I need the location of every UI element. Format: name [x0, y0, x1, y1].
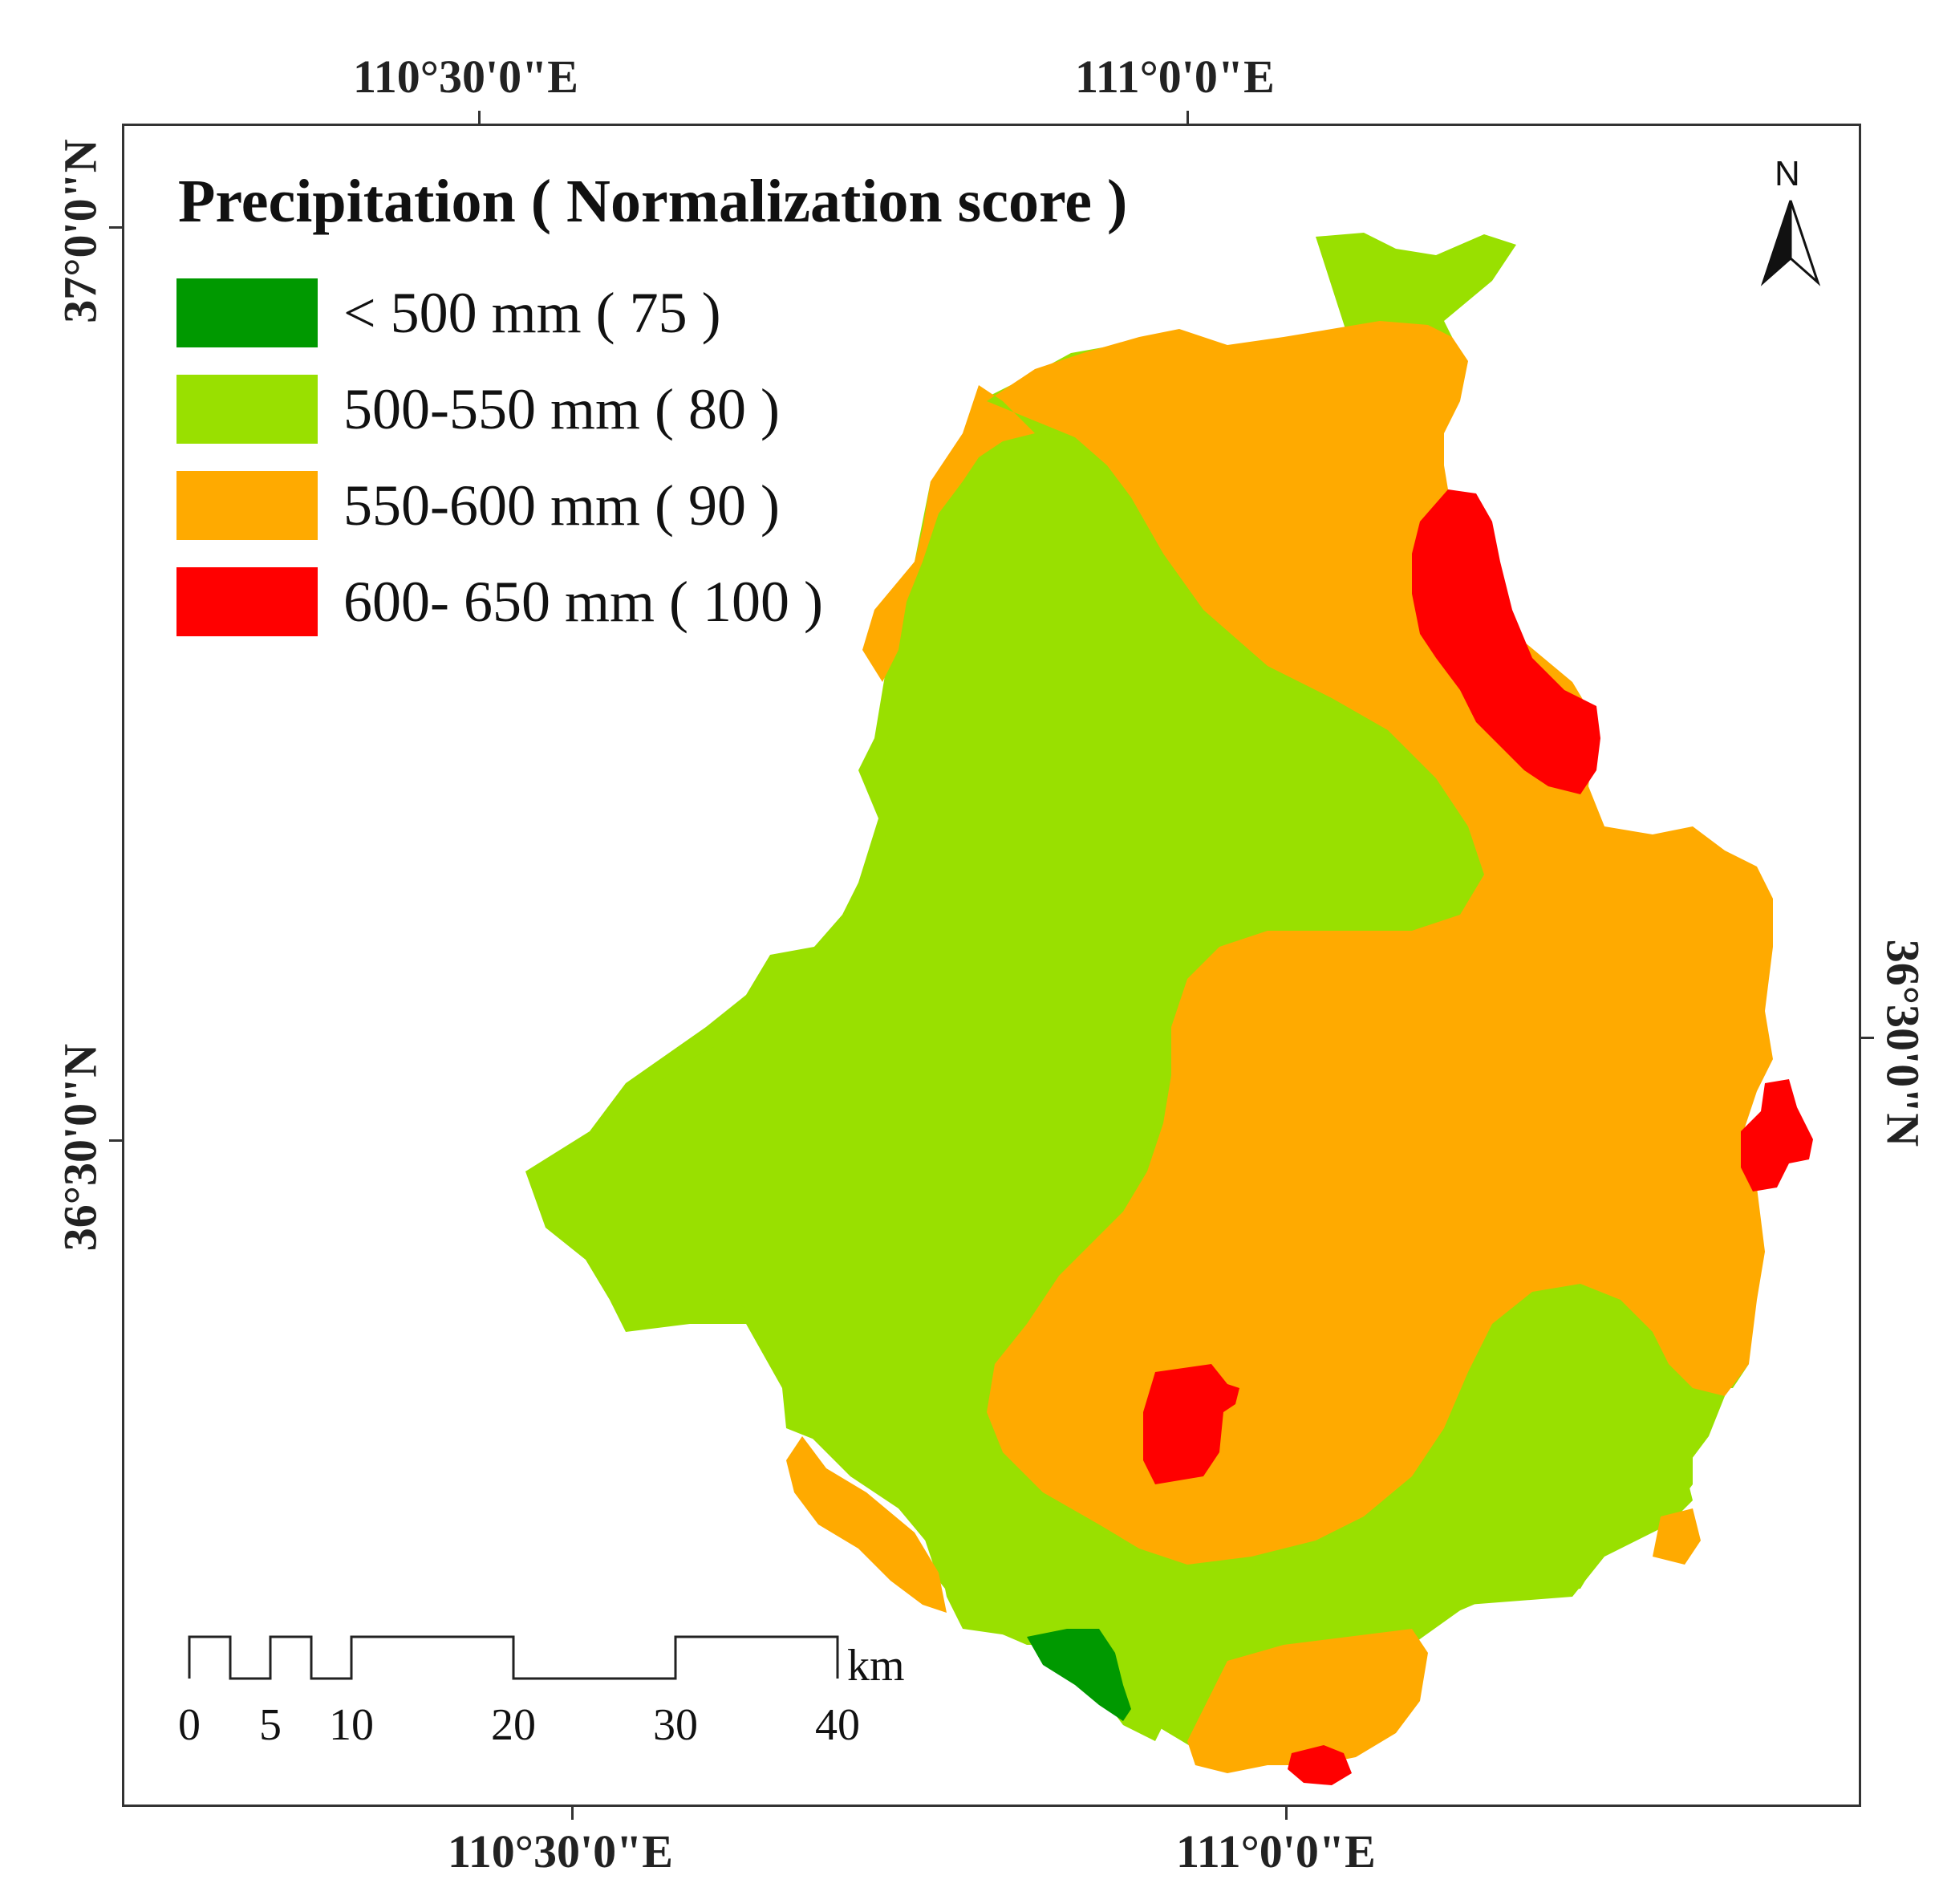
- zone-600-650-mm-east: [1741, 1079, 1813, 1192]
- scale-label-10: 10: [329, 1700, 374, 1750]
- legend-item-500-550: 500-550 mm ( 80 ): [176, 373, 780, 445]
- bottom-tick-left: [571, 1807, 574, 1820]
- north-arrow-icon: [1760, 200, 1821, 286]
- left-tick-top: [109, 226, 122, 229]
- legend-title: Precipitation ( Normalization score ): [178, 168, 1128, 235]
- legend-label: 600- 650 mm ( 100 ): [343, 569, 823, 634]
- scale-label-20: 20: [491, 1700, 536, 1750]
- legend-label: 550-600 mm ( 90 ): [343, 473, 780, 538]
- scale-bar: [188, 1635, 839, 1680]
- legend-item-under-500: < 500 mm ( 75 ): [176, 277, 721, 349]
- map-frame: [122, 124, 1861, 1807]
- top-left-longitude: 110°30'0"E: [353, 51, 578, 103]
- zone-550-600-mm-south: [1187, 1629, 1428, 1773]
- bottom-tick-right: [1285, 1807, 1288, 1820]
- zone-550-600-mm-north: [862, 321, 1773, 1565]
- legend-label: < 500 mm ( 75 ): [343, 280, 721, 345]
- legend-label: 500-550 mm ( 80 ): [343, 376, 780, 441]
- zone-550-600-mm-southwest: [786, 1436, 947, 1613]
- scale-label-40: 40: [815, 1700, 860, 1750]
- north-label: N: [1775, 154, 1800, 193]
- zone-600-650-mm-central: [1143, 1364, 1239, 1484]
- zone-500-550-mm-main: [525, 401, 1725, 1741]
- scale-label-5: 5: [259, 1700, 282, 1750]
- zone-600-650-mm-northeast: [1412, 489, 1600, 794]
- zone-600-650-mm-south: [1288, 1745, 1352, 1785]
- scale-label-0: 0: [178, 1700, 201, 1750]
- top-tick-left: [478, 111, 481, 124]
- zone-550-600-mm-east-south: [1653, 1508, 1701, 1565]
- legend-swatch: [176, 278, 318, 347]
- scale-label-30: 30: [653, 1700, 698, 1750]
- scale-unit: km: [847, 1641, 905, 1691]
- left-tick-bottom: [109, 1139, 122, 1142]
- right-tick: [1861, 1037, 1874, 1039]
- bottom-right-longitude: 111°0'0"E: [1176, 1825, 1376, 1878]
- zone-under-500-mm: [1027, 1629, 1131, 1721]
- top-right-longitude: 111°0'0"E: [1075, 51, 1275, 103]
- legend-swatch: [176, 375, 318, 444]
- legend-item-550-600: 550-600 mm ( 90 ): [176, 469, 780, 542]
- top-tick-right: [1186, 111, 1189, 124]
- legend-swatch: [176, 471, 318, 540]
- bottom-left-longitude: 110°30'0"E: [448, 1825, 673, 1878]
- legend-swatch: [176, 567, 318, 636]
- legend-item-600-650: 600- 650 mm ( 100 ): [176, 566, 823, 638]
